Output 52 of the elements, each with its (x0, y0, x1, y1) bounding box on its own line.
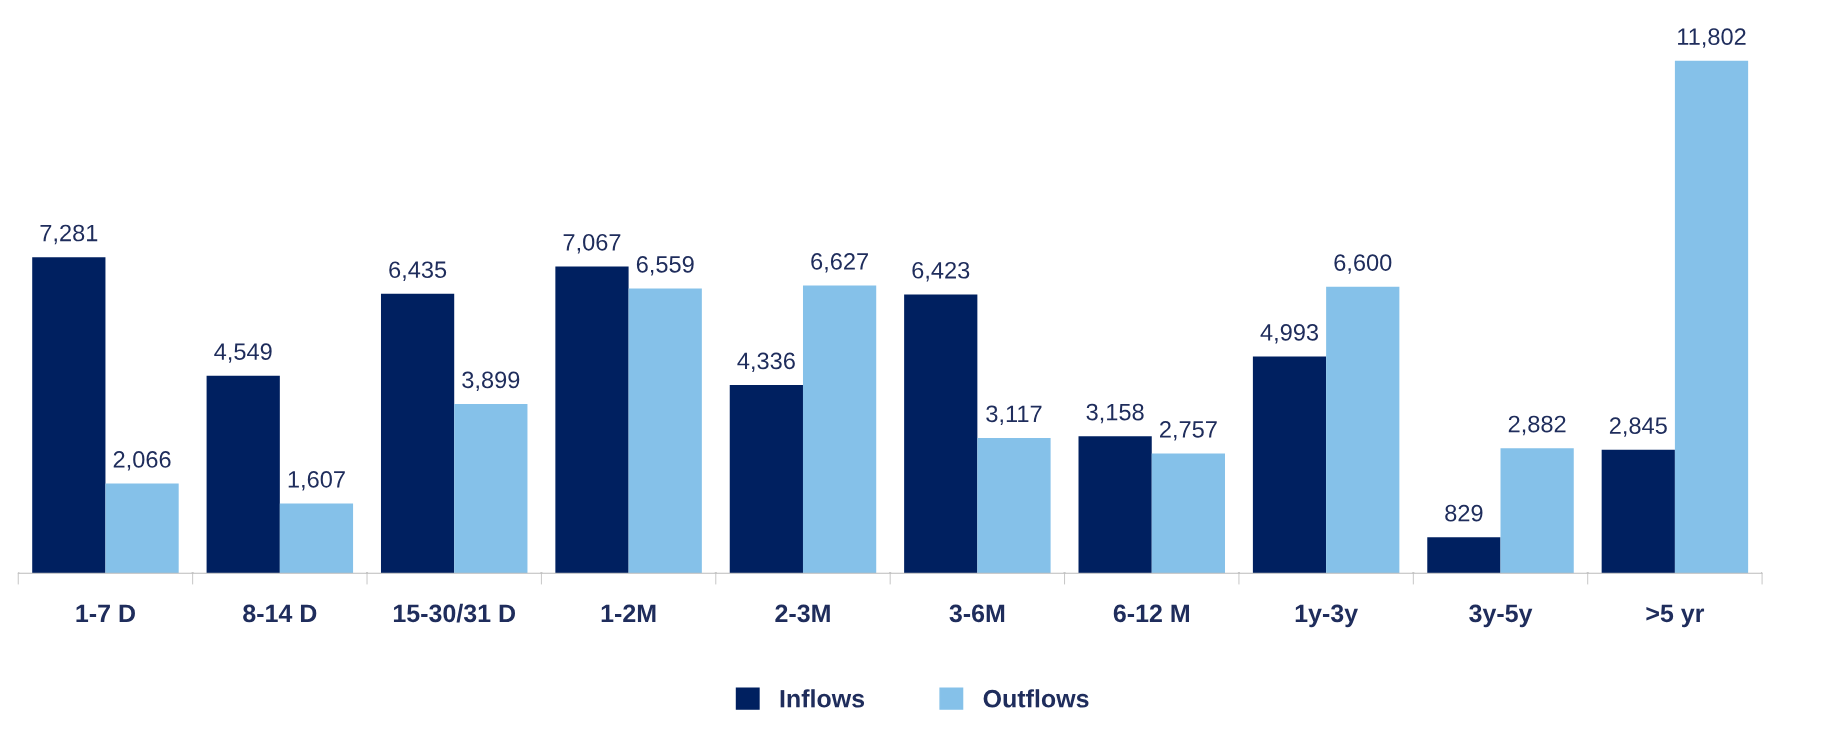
x-tick-label: 3-6M (949, 604, 1005, 623)
bar (555, 266, 629, 574)
bar (206, 375, 280, 574)
data-label: 4,993 (1260, 323, 1319, 344)
bar (1601, 449, 1675, 574)
legend-label: Outflows (983, 689, 1089, 708)
data-label: 6,559 (636, 255, 694, 276)
bar (802, 285, 877, 574)
bar (1427, 537, 1501, 574)
bar (904, 294, 978, 574)
bar (1500, 448, 1574, 574)
data-label: 6,423 (912, 261, 970, 282)
legend-label: Inflows (780, 689, 865, 708)
data-label: 6,435 (389, 261, 447, 281)
data-label: 7,281 (40, 224, 98, 245)
bar (1151, 453, 1225, 574)
x-tick-label: 1-7 D (76, 604, 135, 622)
data-label: 6,627 (811, 253, 868, 273)
bar (1326, 286, 1400, 574)
data-label: 1,607 (288, 471, 345, 491)
bar (628, 288, 702, 574)
x-tick-label: 1y-3y (1295, 604, 1358, 628)
bar (32, 257, 106, 574)
data-label: 2,845 (1609, 417, 1667, 437)
bar (1674, 60, 1749, 574)
data-label: 2,757 (1160, 421, 1217, 441)
data-label: 4,336 (737, 352, 795, 373)
data-label: 7,067 (563, 233, 621, 254)
bar (977, 437, 1051, 574)
x-tick-label: 2-3M (775, 604, 830, 623)
x-tick-label: 1-2M (601, 604, 656, 622)
bar (380, 293, 455, 574)
x-tick-label: 8-14 D (243, 604, 317, 623)
bar (105, 483, 179, 574)
x-tick-label: 15-30/31 D (393, 603, 516, 623)
data-label: 3,899 (462, 371, 520, 392)
data-label: 11,802 (1678, 28, 1746, 48)
bar (1252, 356, 1327, 574)
bar (729, 385, 803, 574)
x-tick-label: 3y-5y (1469, 604, 1533, 628)
data-label: 4,549 (214, 343, 272, 363)
data-label: 6,600 (1334, 254, 1392, 274)
x-tick-label: 6-12 M (1113, 604, 1189, 623)
data-label: 2,066 (113, 451, 171, 471)
data-label: 2,882 (1508, 415, 1566, 436)
data-label: 829 (1445, 504, 1483, 522)
data-label: 3,158 (1086, 403, 1144, 424)
bar (454, 403, 528, 574)
x-tick-label: >5 yr (1646, 604, 1705, 628)
data-label: 3,117 (986, 405, 1042, 425)
bar (1078, 436, 1152, 574)
bar (279, 503, 354, 574)
